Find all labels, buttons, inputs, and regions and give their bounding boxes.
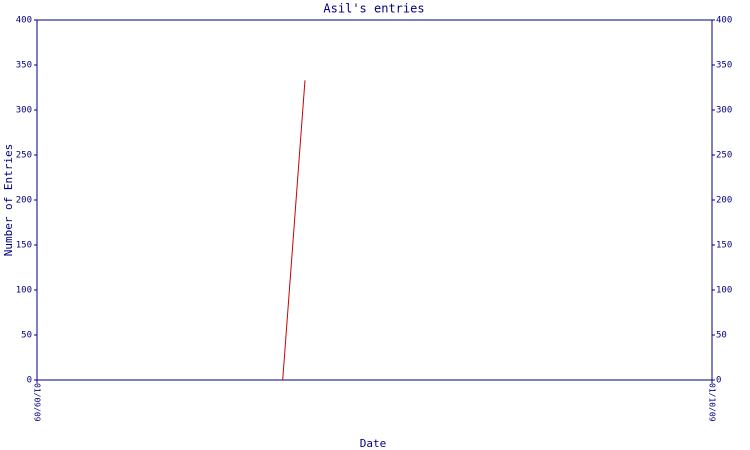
x-tick-label: 01/09/09 bbox=[33, 383, 42, 422]
plot-frame bbox=[36, 19, 713, 381]
y-tick-label: 150 bbox=[16, 241, 32, 251]
y2-tick-label: 0 bbox=[716, 376, 721, 386]
y2-tick-label: 250 bbox=[716, 151, 732, 161]
y2-tick-label: 300 bbox=[716, 106, 732, 116]
y2-tick-label: 350 bbox=[716, 61, 732, 71]
data-line bbox=[282, 80, 306, 381]
y-tick-label: 250 bbox=[16, 151, 32, 161]
y2-tick-label: 400 bbox=[716, 16, 732, 26]
y-tick-label: 50 bbox=[21, 331, 32, 341]
y-tick-label: 300 bbox=[16, 106, 32, 116]
y2-tick-label: 150 bbox=[716, 241, 732, 251]
y2-tick-label: 100 bbox=[716, 286, 732, 296]
y-tick-label: 100 bbox=[16, 286, 32, 296]
y-tick-label: 400 bbox=[16, 16, 32, 26]
y2-tick-label: 200 bbox=[716, 196, 732, 206]
y-tick-label: 350 bbox=[16, 61, 32, 71]
y2-tick-label: 50 bbox=[716, 331, 727, 341]
x-tick-label: 01/10/09 bbox=[708, 383, 717, 422]
y-axis-label: Number of Entries bbox=[2, 144, 15, 257]
x-axis-label: Date bbox=[360, 437, 387, 450]
y-tick-label: 200 bbox=[16, 196, 32, 206]
y-tick-label: 0 bbox=[27, 376, 32, 386]
chart-title: Asil's entries bbox=[323, 2, 424, 16]
